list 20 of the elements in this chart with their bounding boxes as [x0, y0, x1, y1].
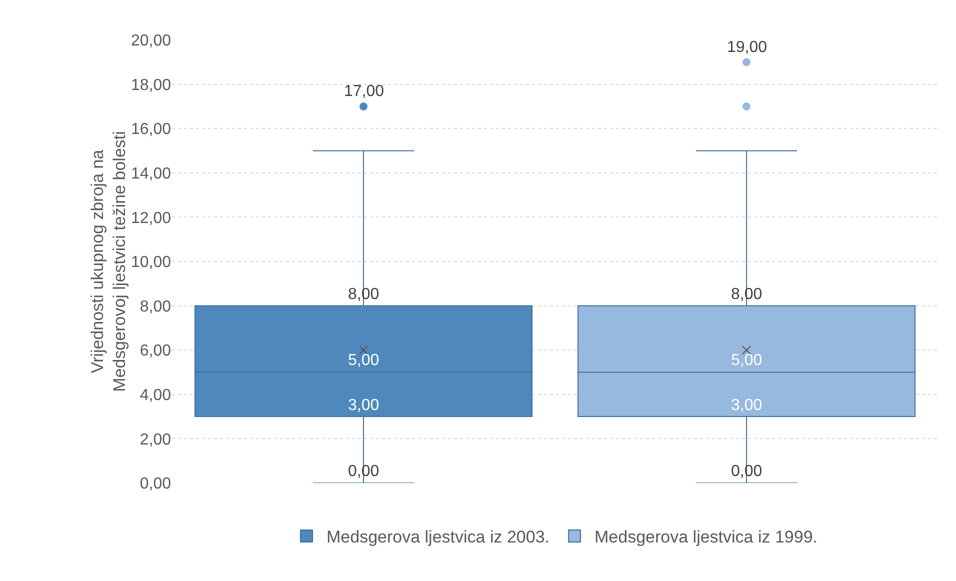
- y-tick-label: 8,00: [140, 298, 172, 316]
- text: 17,00: [344, 83, 384, 100]
- y-tick-label: 18,00: [130, 76, 172, 94]
- text: 5,00: [731, 352, 762, 369]
- legend-label: Medsgerova ljestvica iz 1999.: [594, 528, 818, 547]
- y-axis-title: Vrijednosti ukupnog zbroja na Medsgerovoj ljestvici težine bolesti: [88, 131, 129, 392]
- text: 3,00: [731, 397, 762, 414]
- legend-label: Medsgerova ljestvica iz 2003.: [326, 528, 550, 547]
- y-tick-label: 4,00: [140, 387, 172, 404]
- y-tick-label: 12,00: [130, 210, 172, 227]
- y-tick-label: 2,00: [140, 431, 172, 448]
- y-tick-label: 20,00: [130, 32, 172, 50]
- y-tick-label: 0,00: [140, 476, 172, 493]
- y-tick-label: 16,00: [130, 121, 172, 138]
- y-tick-label: 14,00: [130, 166, 172, 182]
- y-tick-label: 10,00: [130, 254, 172, 272]
- text: 5,00: [348, 352, 380, 369]
- text: 3,00: [348, 397, 380, 414]
- y-tick-label: 6,00: [140, 342, 172, 360]
- text: 19,00: [727, 39, 768, 56]
